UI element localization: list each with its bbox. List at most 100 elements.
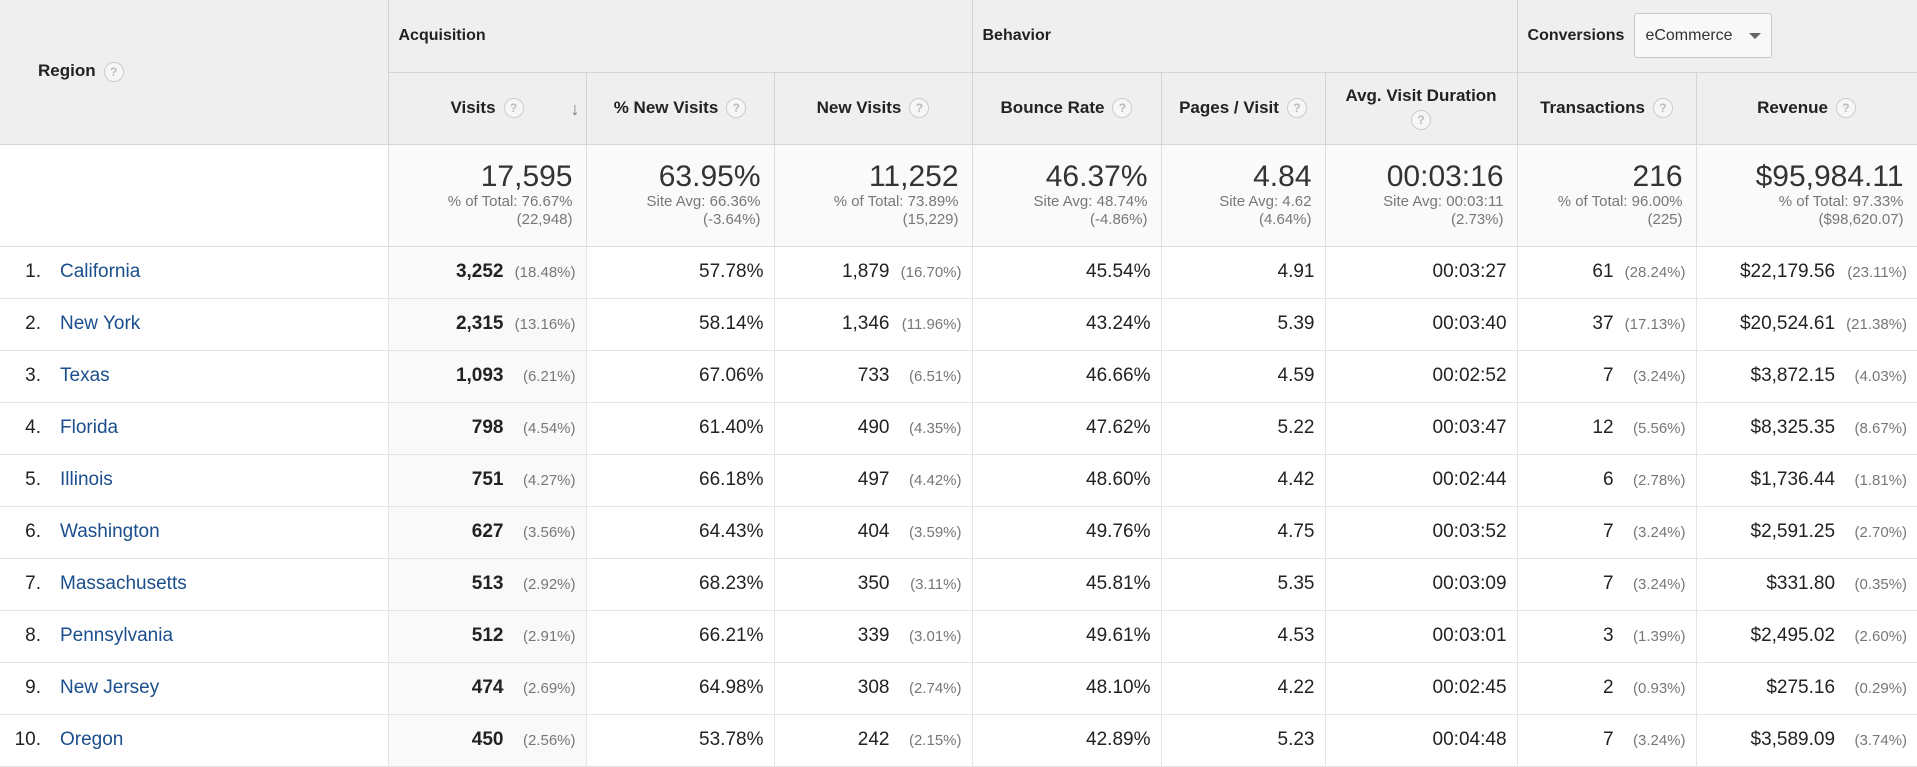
region-link[interactable]: Florida bbox=[60, 417, 119, 438]
table-row: 2. New York 2,315 (13.16%) 58.14% 1,346 (11.96… bbox=[0, 298, 1917, 351]
new-visits-pct-value: 57.78% bbox=[699, 261, 764, 282]
revenue-cell: $22,179.56 (23.11%) bbox=[1696, 246, 1917, 299]
help-icon[interactable]: ? bbox=[909, 98, 930, 119]
visits-percent: (13.16%) bbox=[514, 316, 576, 333]
new-visits-pct-cell: 61.40% bbox=[586, 402, 775, 455]
new-visits-cell: 1,879 (16.70%) bbox=[774, 246, 973, 299]
region-cell: 1. California bbox=[0, 246, 389, 299]
conversion-type-dropdown[interactable]: eCommerce bbox=[1634, 13, 1773, 59]
bounce-rate-value: 47.62% bbox=[1086, 417, 1151, 438]
revenue-percent: (2.60%) bbox=[1854, 628, 1908, 645]
pages-per-visit-value: 5.39 bbox=[1277, 313, 1315, 334]
revenue-cell: $3,872.15 (4.03%) bbox=[1696, 350, 1917, 403]
conversion-type-value: eCommerce bbox=[1645, 26, 1733, 44]
total-sub-2: (225) bbox=[1647, 211, 1683, 228]
transactions-percent: (3.24%) bbox=[1632, 576, 1686, 593]
new-visits-pct-value: 67.06% bbox=[699, 365, 764, 386]
region-link[interactable]: Washington bbox=[60, 521, 160, 542]
table-row: 6. Washington 627 (3.56%) 64.43% 404 (3.59%) 49… bbox=[0, 506, 1917, 559]
region-link[interactable]: Massachusetts bbox=[60, 573, 187, 594]
table-row: 3. Texas 1,093 (6.21%) 67.06% 733 (6.51%) 46.66… bbox=[0, 350, 1917, 403]
bounce-rate-cell: 45.54% bbox=[972, 246, 1162, 299]
col-header-visits[interactable]: Visits? ↓ bbox=[388, 72, 587, 145]
avg-visit-duration-value: 00:03:27 bbox=[1432, 261, 1507, 282]
new-visits-cell: 339 (3.01%) bbox=[774, 610, 973, 663]
region-link[interactable]: Illinois bbox=[60, 469, 113, 490]
revenue-percent: (4.03%) bbox=[1854, 368, 1908, 385]
new-visits-pct-cell: 58.14% bbox=[586, 298, 775, 351]
avg-visit-duration-value: 00:03:47 bbox=[1432, 417, 1507, 438]
pages-per-visit-cell: 4.42 bbox=[1161, 454, 1326, 507]
pages-per-visit-value: 5.22 bbox=[1277, 417, 1315, 438]
pages-per-visit-value: 5.23 bbox=[1277, 729, 1315, 750]
conversions-label: Conversions bbox=[1527, 26, 1625, 44]
col-header-new-visits[interactable]: New Visits? bbox=[774, 72, 973, 145]
total-sub-1: % of Total: 73.89% bbox=[833, 193, 959, 210]
help-icon[interactable]: ? bbox=[1286, 98, 1307, 119]
pages-per-visit-value: 4.42 bbox=[1277, 469, 1315, 490]
total-revenue: $95,984.11% of Total: 97.33% ($98,620.07) bbox=[1696, 144, 1917, 247]
col-header-bounce-rate[interactable]: Bounce Rate? bbox=[972, 72, 1162, 145]
new-visits-cell: 490 (4.35%) bbox=[774, 402, 973, 455]
table-row: 10. Oregon 450 (2.56%) 53.78% 242 (2.15%) 42.89… bbox=[0, 714, 1917, 767]
revenue-percent: (8.67%) bbox=[1854, 420, 1908, 437]
col-header-revenue[interactable]: Revenue? bbox=[1696, 72, 1917, 145]
col-label: New Visits bbox=[816, 97, 902, 117]
new-visits-pct-value: 61.40% bbox=[699, 417, 764, 438]
avg-visit-duration-cell: 00:03:47 bbox=[1325, 402, 1518, 455]
help-icon[interactable]: ? bbox=[1835, 98, 1856, 119]
new-visits-cell: 350 (3.11%) bbox=[774, 558, 973, 611]
region-link[interactable]: Texas bbox=[60, 365, 110, 386]
region-link[interactable]: New Jersey bbox=[60, 677, 160, 698]
region-cell: 10. Oregon bbox=[0, 714, 389, 767]
transactions-cell: 7 (3.24%) bbox=[1517, 350, 1697, 403]
new-visits-cell: 404 (3.59%) bbox=[774, 506, 973, 559]
avg-visit-duration-value: 00:02:52 bbox=[1432, 365, 1507, 386]
row-index: 5. bbox=[25, 469, 41, 490]
region-link[interactable]: Oregon bbox=[60, 729, 124, 750]
col-header-transactions[interactable]: Transactions? bbox=[1517, 72, 1697, 145]
row-index: 2. bbox=[25, 313, 41, 334]
help-icon[interactable]: ? bbox=[1652, 98, 1673, 119]
new-visits-value: 308 bbox=[857, 677, 890, 698]
region-cell: 9. New Jersey bbox=[0, 662, 389, 715]
avg-visit-duration-cell: 00:03:09 bbox=[1325, 558, 1518, 611]
avg-visit-duration-value: 00:02:45 bbox=[1432, 677, 1507, 698]
col-header-avg-visit-duration[interactable]: Avg. Visit Duration? bbox=[1325, 72, 1518, 145]
region-link[interactable]: Pennsylvania bbox=[60, 625, 174, 646]
bounce-rate-cell: 49.76% bbox=[972, 506, 1162, 559]
transactions-value: 3 bbox=[1602, 625, 1614, 646]
pages-per-visit-value: 5.35 bbox=[1277, 573, 1315, 594]
total-sub-1: % of Total: 97.33% bbox=[1778, 193, 1904, 210]
revenue-value: $3,589.09 bbox=[1750, 729, 1836, 750]
new-visits-percent: (3.59%) bbox=[908, 524, 962, 541]
new-visits-pct-value: 66.21% bbox=[699, 625, 764, 646]
new-visits-cell: 242 (2.15%) bbox=[774, 714, 973, 767]
visits-cell: 798 (4.54%) bbox=[388, 402, 587, 455]
row-index: 1. bbox=[25, 261, 41, 282]
transactions-percent: (17.13%) bbox=[1624, 316, 1686, 333]
total-sub-1: % of Total: 76.67% bbox=[447, 193, 573, 210]
help-icon[interactable]: ? bbox=[103, 62, 124, 82]
transactions-value: 6 bbox=[1602, 469, 1614, 490]
new-visits-percent: (3.01%) bbox=[908, 628, 962, 645]
revenue-percent: (0.29%) bbox=[1854, 680, 1908, 697]
sort-descending-icon[interactable]: ↓ bbox=[570, 98, 580, 119]
col-header-new-visits-pct[interactable]: % New Visits? bbox=[586, 72, 775, 145]
new-visits-percent: (4.35%) bbox=[908, 420, 962, 437]
help-icon[interactable]: ? bbox=[1411, 110, 1431, 130]
new-visits-pct-cell: 67.06% bbox=[586, 350, 775, 403]
help-icon[interactable]: ? bbox=[503, 98, 524, 119]
new-visits-cell: 497 (4.42%) bbox=[774, 454, 973, 507]
help-icon[interactable]: ? bbox=[726, 98, 747, 119]
total-sub-1: Site Avg: 66.36% bbox=[646, 193, 761, 210]
region-link[interactable]: California bbox=[60, 261, 141, 282]
visits-value: 450 bbox=[471, 729, 504, 750]
pages-per-visit-cell: 4.59 bbox=[1161, 350, 1326, 403]
new-visits-percent: (16.70%) bbox=[900, 264, 962, 281]
acquisition-group-header: Acquisition bbox=[388, 0, 973, 73]
help-icon[interactable]: ? bbox=[1112, 98, 1133, 119]
col-header-pages-per-visit[interactable]: Pages / Visit? bbox=[1161, 72, 1326, 145]
transactions-percent: (2.78%) bbox=[1632, 472, 1686, 489]
region-link[interactable]: New York bbox=[60, 313, 141, 334]
